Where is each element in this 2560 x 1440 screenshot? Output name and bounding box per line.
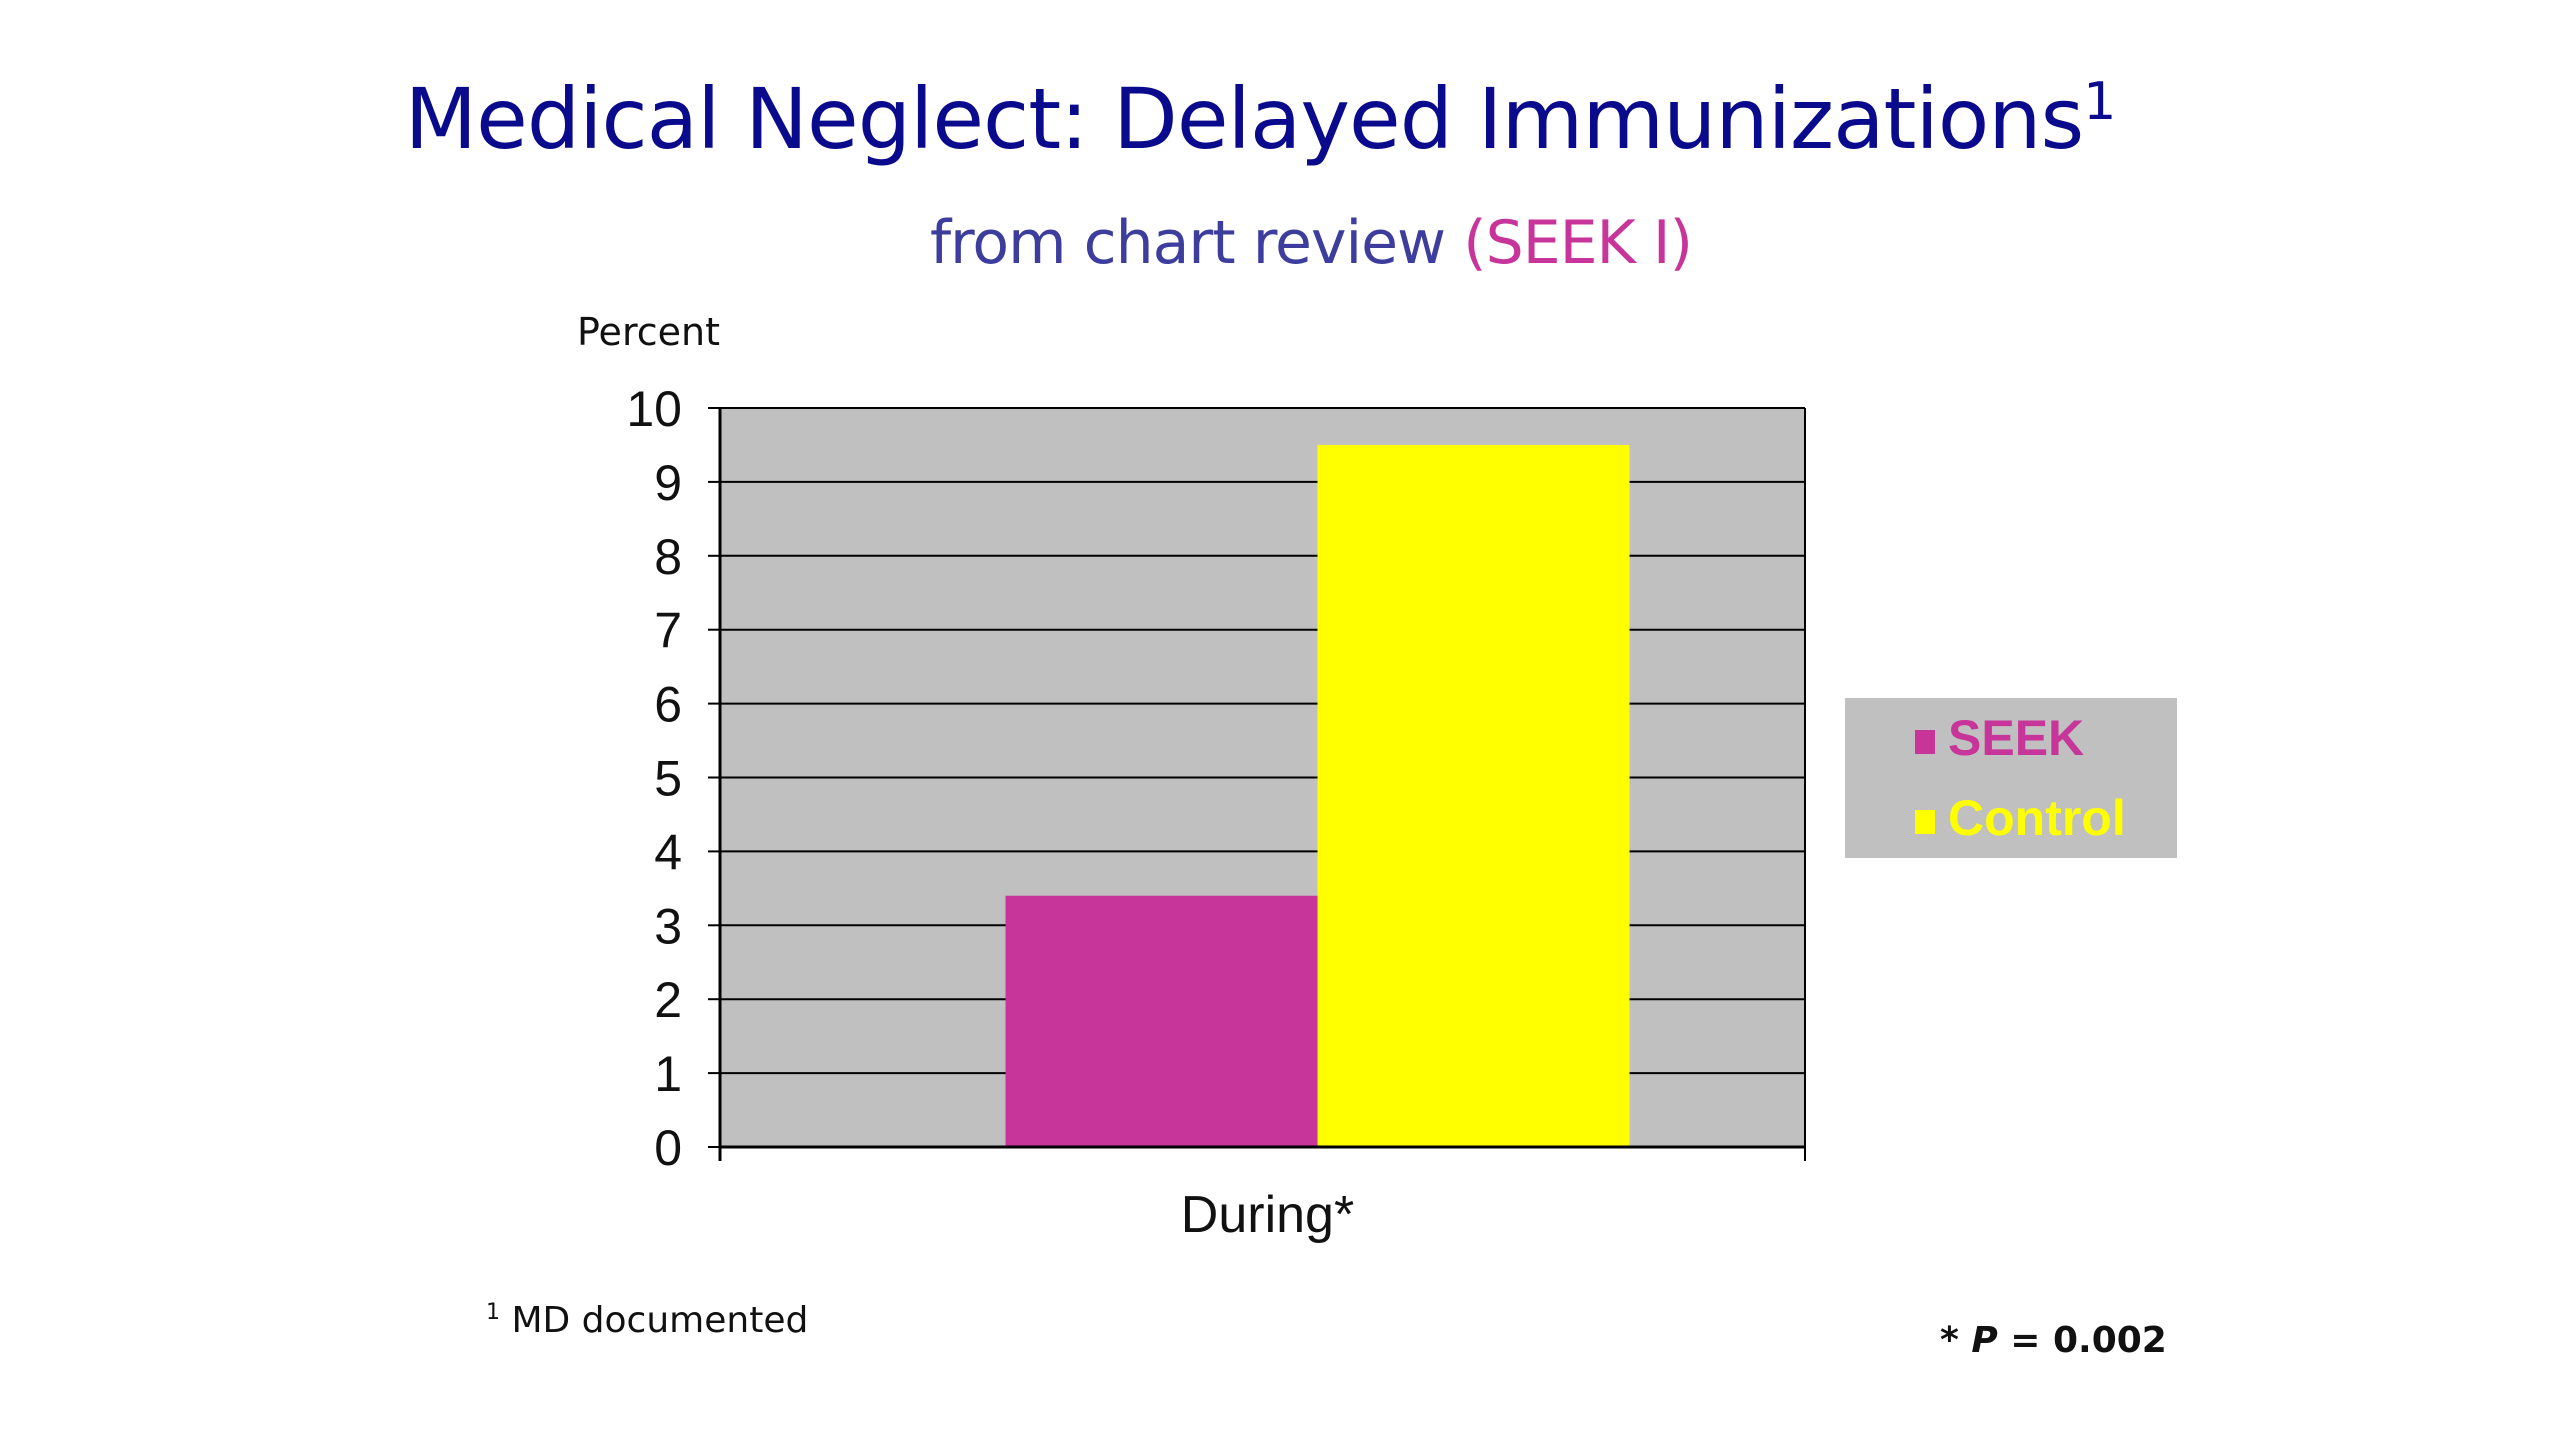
legend: SEEK Control (1845, 698, 2177, 858)
footnote-superscript: 1 (486, 1300, 500, 1325)
y-tick-label-7: 7 (654, 603, 682, 659)
footnote: 1 MD documented (486, 1300, 808, 1341)
bars (1005, 444, 1630, 1147)
subtitle-main: from chart review (929, 208, 1446, 278)
p-value-note: * P = 0.002 (1940, 1320, 2167, 1361)
p-value-symbol: P (1971, 1320, 1998, 1361)
footnote-text: MD documented (511, 1300, 809, 1341)
y-tick-label-9: 9 (654, 455, 682, 511)
bar-seek-0 (1005, 895, 1318, 1147)
y-tick-label-5: 5 (654, 751, 682, 807)
legend-swatch-control (1915, 810, 1935, 834)
y-tick-label-6: 6 (654, 677, 682, 733)
legend-label-seek: SEEK (1948, 710, 2084, 766)
page-title: Medical Neglect: Delayed Immunizations1 (0, 70, 2520, 168)
y-tick-label-0: 0 (654, 1120, 682, 1176)
axes (708, 407, 1806, 1161)
y-tick-label-3: 3 (654, 898, 682, 954)
legend-box (1845, 698, 2177, 858)
subtitle-accent: (SEEK I) (1463, 208, 1693, 278)
page-subtitle: from chart review (SEEK I) (0, 208, 2560, 278)
x-category-labels: During* (1181, 1186, 1354, 1244)
p-value-text: = 0.002 (1997, 1320, 2167, 1361)
y-tick-labels: 0 1 2 3 4 5 6 7 8 9 10 (626, 381, 682, 1176)
title-text: Medical Neglect: Delayed Immunizations (404, 70, 2085, 168)
bar-control-0 (1317, 444, 1630, 1147)
y-tick-label-1: 1 (654, 1046, 682, 1102)
p-value-prefix: * (1940, 1320, 1972, 1361)
y-tick-label-4: 4 (654, 824, 682, 880)
x-category-label-0: During* (1181, 1186, 1354, 1244)
y-axis-label: Percent (577, 310, 720, 354)
legend-label-control: Control (1948, 790, 2126, 846)
legend-swatch-seek (1915, 730, 1935, 754)
title-superscript: 1 (2083, 72, 2116, 132)
y-tick-label-8: 8 (654, 529, 682, 585)
y-tick-label-2: 2 (654, 972, 682, 1028)
y-tick-label-10: 10 (626, 381, 682, 437)
